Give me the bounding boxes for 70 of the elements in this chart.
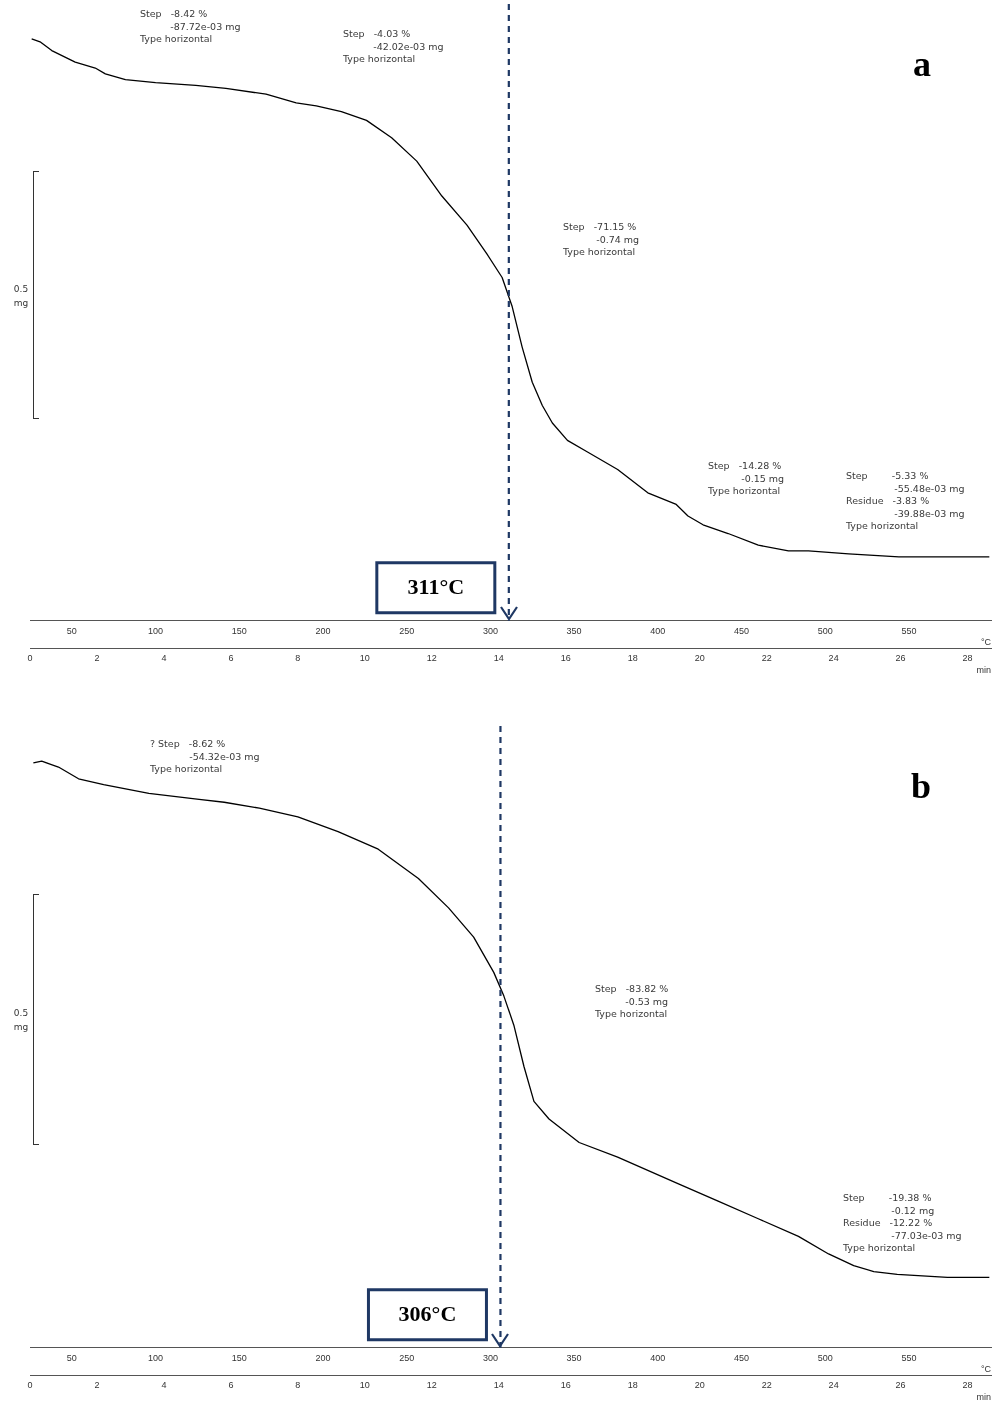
x2-tick-label: 12 <box>426 653 437 664</box>
annotation: Step -5.33 % -55.48e-03 mg Residue -3.83 % -39.88e-03 mg Type horizontal <box>845 470 965 532</box>
annotation: ? Step -8.62 % -54.32e-03 mg Type horizontal <box>149 738 260 775</box>
x-tick-label: 250 <box>399 625 415 636</box>
ref-line-label: 311°C <box>407 574 465 600</box>
x-tick-label: 350 <box>566 625 582 636</box>
x2-tick-label: 20 <box>694 1380 705 1391</box>
x2-tick-label: 6 <box>228 653 234 664</box>
x-tick-label: 50 <box>66 1352 77 1363</box>
x2-tick-label: 22 <box>761 653 772 664</box>
x2-axis-title: min <box>976 665 991 676</box>
x-tick-label: 300 <box>482 1352 498 1363</box>
annotation: Step -8.42 % -87.72e-03 mg Type horizontal <box>139 8 241 45</box>
x2-tick-label: 16 <box>560 1380 571 1391</box>
x2-tick-label: 20 <box>694 653 705 664</box>
x2-tick-label: 26 <box>895 1380 906 1391</box>
x2-tick-label: 0 <box>27 653 33 664</box>
x-tick-label: 200 <box>315 1352 331 1363</box>
x-tick-label: 150 <box>231 1352 247 1363</box>
x-tick-label: 400 <box>650 625 666 636</box>
chart-title: a <box>913 44 931 85</box>
ref-line-label: 306°C <box>398 1301 457 1327</box>
annotation: Step -71.15 % -0.74 mg Type horizontal <box>562 221 640 258</box>
x2-tick-label: 28 <box>962 1380 973 1391</box>
x-tick-label: 300 <box>482 625 498 636</box>
annotation: Step -4.03 % -42.02e-03 mg Type horizontal <box>342 28 444 65</box>
x2-tick-label: 8 <box>295 1380 301 1391</box>
x2-tick-label: 18 <box>627 1380 638 1391</box>
x2-tick-label: 24 <box>828 1380 839 1391</box>
x2-tick-label: 10 <box>359 653 370 664</box>
chart-title: b <box>910 766 931 807</box>
x2-tick-label: 28 <box>962 653 973 664</box>
x2-tick-label: 18 <box>627 653 638 664</box>
x-tick-label: 450 <box>734 625 750 636</box>
x2-tick-label: 24 <box>828 653 839 664</box>
x2-tick-label: 8 <box>295 653 301 664</box>
y-axis-title: 0.5 mg <box>12 1006 30 1034</box>
x2-tick-label: 16 <box>560 653 571 664</box>
x-tick-label: 550 <box>901 1352 917 1363</box>
x-tick-label: 100 <box>148 625 164 636</box>
x-tick-label: 500 <box>817 1352 833 1363</box>
x-tick-label: 500 <box>817 625 833 636</box>
x-tick-label: 250 <box>399 1352 415 1363</box>
x-tick-label: 450 <box>734 1352 750 1363</box>
x2-tick-label: 10 <box>359 1380 370 1391</box>
annotation: Step -83.82 % -0.53 mg Type horizontal <box>594 983 669 1020</box>
x-axis-title: °C <box>980 1364 992 1375</box>
x2-tick-label: 12 <box>426 1380 437 1391</box>
x-tick-label: 100 <box>148 1352 164 1363</box>
x2-tick-label: 6 <box>228 1380 234 1391</box>
x-tick-label: 350 <box>566 1352 582 1363</box>
x2-tick-label: 0 <box>27 1380 33 1391</box>
x2-tick-label: 14 <box>493 653 504 664</box>
x2-tick-label: 2 <box>94 653 100 664</box>
y-axis-title: 0.5 mg <box>12 282 30 310</box>
x-tick-label: 200 <box>315 625 331 636</box>
x2-axis-title: min <box>976 1392 991 1403</box>
annotation: Step -14.28 % -0.15 mg Type horizontal <box>707 460 785 497</box>
x2-tick-label: 4 <box>161 1380 167 1391</box>
annotation: Step -19.38 % -0.12 mg Residue -12.22 % -77.03e-03 mg Type horizontal <box>842 1192 962 1254</box>
x-axis-title: °C <box>980 637 992 648</box>
x-tick-label: 150 <box>231 625 247 636</box>
x-tick-label: 400 <box>650 1352 666 1363</box>
x2-tick-label: 22 <box>761 1380 772 1391</box>
x2-tick-label: 4 <box>161 653 167 664</box>
x2-tick-label: 14 <box>493 1380 504 1391</box>
x-tick-label: 550 <box>901 625 917 636</box>
x-tick-label: 50 <box>66 625 77 636</box>
x2-tick-label: 26 <box>895 653 906 664</box>
x2-tick-label: 2 <box>94 1380 100 1391</box>
